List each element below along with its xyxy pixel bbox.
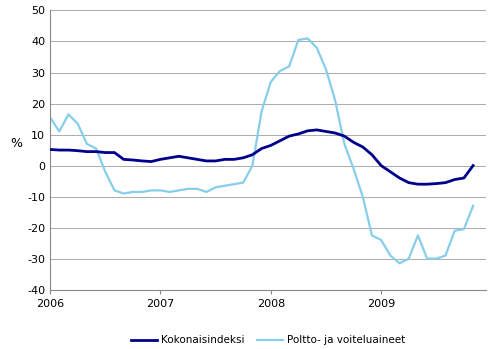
Legend: Kokonaisindeksi, Poltto- ja voiteluaineet: Kokonaisindeksi, Poltto- ja voiteluainee… [127, 331, 409, 349]
Y-axis label: %: % [10, 137, 22, 150]
